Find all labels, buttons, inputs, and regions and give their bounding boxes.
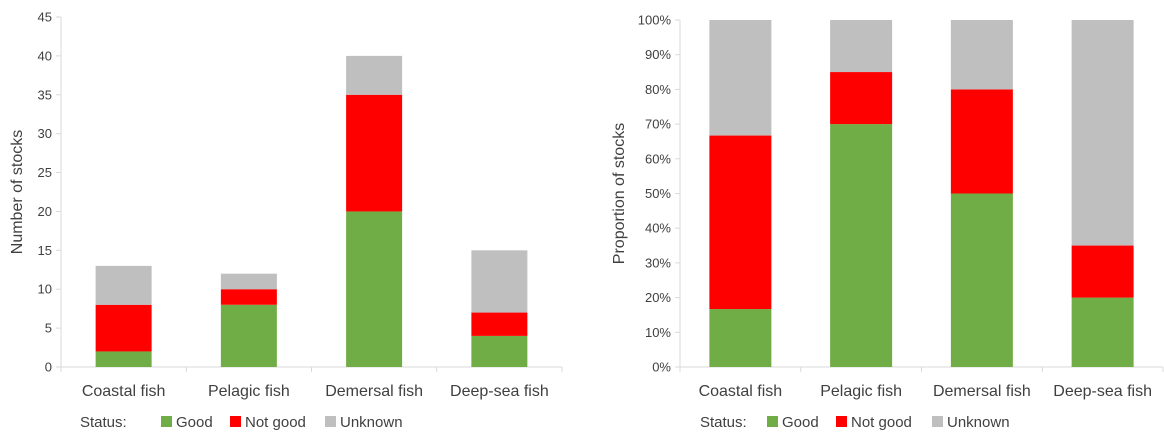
x-tick-label: Deep-sea fish xyxy=(450,383,549,400)
bar-segment-not-good xyxy=(950,89,1013,194)
y-tick-label: 25 xyxy=(38,165,52,180)
bar-segment-not-good xyxy=(95,304,152,352)
bar-segment-unknown xyxy=(346,55,403,95)
legend-title: Status: xyxy=(700,414,747,431)
legend-swatch xyxy=(230,416,241,427)
bar-segment-good xyxy=(346,211,403,367)
y-tick-label: 45 xyxy=(38,10,52,25)
y-tick-label: 20 xyxy=(38,204,52,219)
chart-1: 0 5 10 15 20 25 30 35 40 45 Number of stocks Coasta… xyxy=(9,10,563,431)
y-tick-label: 10 xyxy=(38,282,52,297)
legend: Status: Good Not good Unknown xyxy=(80,414,403,431)
x-tick-label: Pelagic fish xyxy=(208,383,290,400)
y-axis-title: Proportion of stocks xyxy=(611,123,628,264)
y-tick-label: 0 xyxy=(45,360,52,375)
bar-segment-unknown xyxy=(1071,20,1134,246)
x-tick-label: Deep-sea fish xyxy=(1053,383,1152,400)
chart-2: 0% 10% 20% 30% 40% 50% 60% 70% 80% 90% 100% Proport… xyxy=(611,13,1164,431)
bar-segment-unknown xyxy=(220,273,277,290)
y-tick-label: 0% xyxy=(652,360,671,375)
x-tick-label: Coastal fish xyxy=(699,383,783,400)
bar-segment-unknown xyxy=(950,20,1013,90)
legend-swatch xyxy=(932,416,943,427)
bar-segment-not-good xyxy=(1071,245,1134,298)
bar-segment-unknown xyxy=(471,250,528,313)
y-tick-label: 40 xyxy=(38,48,52,63)
bar-segment-not-good xyxy=(220,289,277,305)
legend-label: Good xyxy=(176,414,213,431)
bar-segment-good xyxy=(950,193,1013,367)
y-tick-label: 90% xyxy=(645,47,671,62)
bar-segment-not-good xyxy=(471,312,528,336)
legend-label: Unknown xyxy=(340,414,403,431)
y-tick-label: 10% xyxy=(645,325,671,340)
legend-swatch xyxy=(161,416,172,427)
y-tick-label: 80% xyxy=(645,82,671,97)
x-tick-label: Demersal fish xyxy=(325,383,423,400)
bar-segment-good xyxy=(471,335,528,367)
legend-label: Good xyxy=(782,414,819,431)
y-tick-label: 20% xyxy=(645,290,671,305)
y-tick-label: 50% xyxy=(645,186,671,201)
y-tick-label: 60% xyxy=(645,151,671,166)
y-tick-label: 5 xyxy=(45,321,52,336)
legend-label: Not good xyxy=(245,414,306,431)
legend-swatch xyxy=(767,416,778,427)
bar-segment-unknown xyxy=(830,20,893,73)
y-tick-label: 40% xyxy=(645,221,671,236)
legend-swatch xyxy=(836,416,847,427)
legend: Status: Good Not good Unknown xyxy=(700,414,1010,431)
bar-segment-not-good xyxy=(346,94,403,212)
x-tick-label: Pelagic fish xyxy=(820,383,902,400)
x-tick-label: Coastal fish xyxy=(82,383,166,400)
bar-segment-not-good xyxy=(830,72,893,125)
y-tick-label: 70% xyxy=(645,117,671,132)
y-tick-label: 35 xyxy=(38,87,52,102)
y-tick-label: 100% xyxy=(638,13,672,28)
legend-swatch xyxy=(325,416,336,427)
y-tick-label: 30 xyxy=(38,126,52,141)
bar-segment-unknown xyxy=(95,265,152,305)
bar-segment-good xyxy=(1071,297,1134,367)
bar-segment-good xyxy=(95,351,152,367)
y-tick-label: 15 xyxy=(38,243,52,258)
legend-title: Status: xyxy=(80,414,127,431)
bar-segment-good xyxy=(220,304,277,367)
y-tick-label: 30% xyxy=(645,255,671,270)
bar-segment-unknown xyxy=(709,20,772,136)
y-axis-title: Number of stocks xyxy=(9,130,26,254)
bar-segment-good xyxy=(709,309,772,367)
x-tick-label: Demersal fish xyxy=(933,383,1031,400)
bar-segment-not-good xyxy=(709,135,772,310)
legend-label: Not good xyxy=(851,414,912,431)
legend-label: Unknown xyxy=(947,414,1010,431)
bar-segment-good xyxy=(830,124,893,367)
